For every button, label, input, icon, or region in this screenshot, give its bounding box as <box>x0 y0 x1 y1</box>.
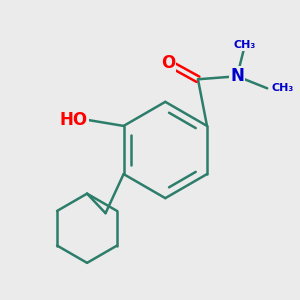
Text: HO: HO <box>59 111 88 129</box>
Text: CH₃: CH₃ <box>272 83 294 93</box>
Text: N: N <box>230 67 244 85</box>
Text: O: O <box>161 54 175 72</box>
Text: CH₃: CH₃ <box>233 40 256 50</box>
